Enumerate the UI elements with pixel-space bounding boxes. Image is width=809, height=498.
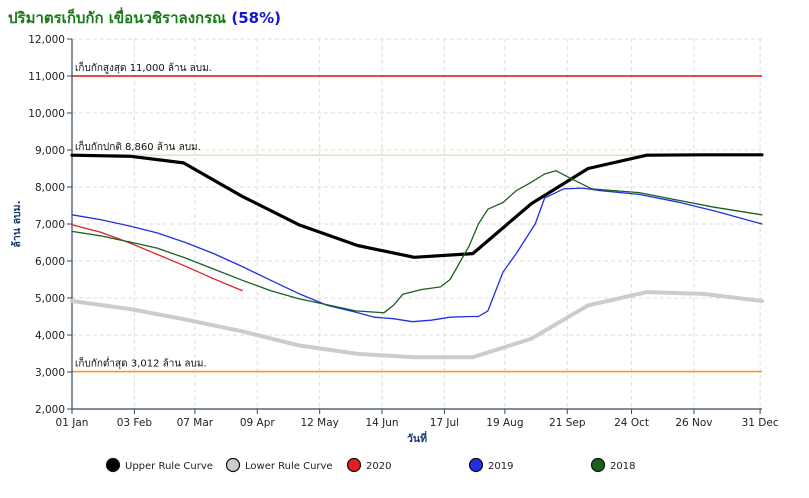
y-tick-label: 8,000 [35,182,65,194]
x-tick-label: 19 Aug [486,417,523,429]
x-tick-label: 24 Oct [614,417,649,429]
x-tick-label: 17 Jul [430,417,459,429]
legend-label: 2019 [488,461,513,472]
chart-title-main: ปริมาตรเก็บกัก เขื่อนวชิราลงกรณ [8,9,227,27]
series-line [71,224,243,292]
legend-item: Lower Rule Curve [225,457,333,473]
series-line [71,170,763,314]
reference-line-label: เก็บกักต่ำสุด 3,012 ล้าน ลบม. [75,356,207,370]
chart-title: ปริมาตรเก็บกัก เขื่อนวชิราลงกรณ (58%) [8,6,281,30]
y-tick-label: 7,000 [35,219,65,231]
storage-percent: (58%) [231,9,281,27]
legend-item: 2018 [590,457,635,473]
legend-label: Lower Rule Curve [245,461,333,472]
x-axis-title: วันที่ [407,430,427,445]
series-line [70,153,764,259]
legend-item: Upper Rule Curve [105,457,213,473]
legend-item: 2020 [346,457,391,473]
y-tick-label: 12,000 [28,34,65,46]
legend-marker [105,457,121,473]
y-tick-label: 11,000 [28,71,65,83]
x-tick-label: 07 Mar [177,417,214,429]
y-tick-label: 4,000 [35,330,65,342]
x-tick-label: 21 Sep [549,417,586,429]
legend-marker [346,457,362,473]
legend-label: Upper Rule Curve [125,461,213,472]
reference-line-label: เก็บกักปกติ 8,860 ล้าน ลบม. [75,139,201,153]
y-tick-label: 5,000 [35,293,65,305]
legend-marker [225,457,241,473]
y-tick-label: 3,000 [35,367,65,379]
y-tick-label: 2,000 [35,404,65,416]
x-tick-label: 12 May [300,417,338,429]
x-tick-label: 26 Nov [675,417,712,429]
legend-item: 2019 [468,457,513,473]
x-tick-label: 14 Jun [365,417,398,429]
y-axis-title: ล้าน ลบม. [10,200,23,247]
legend-label: 2018 [610,461,635,472]
y-tick-label: 9,000 [35,145,65,157]
series-line [70,290,764,360]
x-tick-label: 31 Dec [742,417,779,429]
x-tick-label: 01 Jan [56,417,89,429]
legend-marker [468,457,484,473]
y-tick-label: 6,000 [35,256,65,268]
legend-marker [590,457,606,473]
series-line [71,187,763,323]
y-tick-label: 10,000 [28,108,65,120]
legend-label: 2020 [366,461,391,472]
x-tick-label: 03 Feb [117,417,153,429]
reference-line-label: เก็บกักสูงสุด 11,000 ล้าน ลบม. [75,60,212,74]
x-tick-label: 09 Apr [240,417,276,429]
